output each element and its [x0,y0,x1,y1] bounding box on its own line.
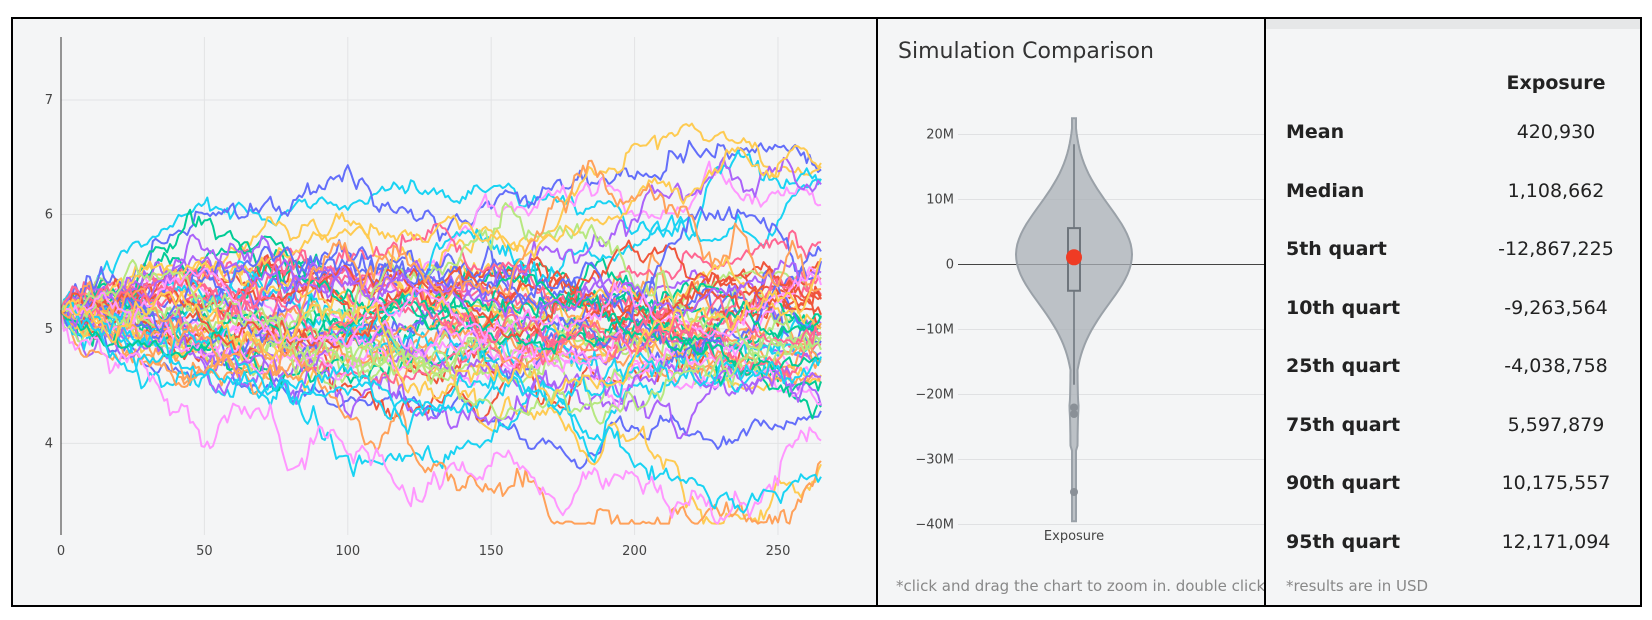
simulation-path [60,144,822,314]
stats-row: Median 1,108,662 [1286,162,1626,221]
y-tick-label: 10M [926,193,954,208]
y-tick-label: −10M [915,323,954,338]
stat-label: 25th quart [1286,355,1401,378]
simulation-paths-chart[interactable]: 0 50 100 150 200 250 4 5 6 7 [13,19,876,605]
y-tick-label: 5 [45,322,53,337]
median-marker [1066,249,1082,266]
simulation-path [60,273,822,359]
stat-label: Median [1286,179,1365,202]
simulation-path [60,156,822,313]
stats-row: 90th quart 10,175,557 [1286,454,1626,513]
exposure-column-header: Exposure [1506,72,1606,94]
stats-row: 75th quart 5,597,879 [1286,396,1626,455]
stat-label: Mean [1286,121,1345,144]
simulation-path [60,257,822,405]
y-tick-label: 0 [946,258,954,273]
chart-title: Simulation Comparison [898,39,1154,64]
simulation-path [60,308,822,525]
stats-row: 95th quart 12,171,094 [1286,513,1626,572]
stat-value: -9,263,564 [1504,296,1608,319]
simulation-path [60,267,822,349]
x-tick-label: 200 [622,544,647,559]
stat-value: 1,108,662 [1507,179,1605,202]
stat-value: -12,867,225 [1498,238,1614,261]
stat-value: 12,171,094 [1501,530,1611,553]
stats-header-row: Exposure [1286,63,1626,103]
outlier-point [1070,410,1078,418]
simulation-path [60,308,822,385]
zoom-hint: *click and drag the chart to zoom in. do… [896,577,1264,595]
y-tick-label: 6 [45,207,53,222]
x-tick-label: 100 [335,544,360,559]
simulation-path [60,245,822,359]
stat-label: 5th quart [1286,238,1387,261]
x-tick-label: 250 [766,544,791,559]
y-tick-label: 20M [926,128,954,143]
stat-label: 95th quart [1286,530,1401,553]
stats-row: 25th quart -4,038,758 [1286,337,1626,396]
simulation-path [60,261,822,373]
simulation-path [60,311,822,525]
stats-row: Mean 420,930 [1286,103,1626,162]
category-label: Exposure [1044,529,1104,544]
simulation-path [60,206,822,334]
simulation-path [60,301,822,514]
y-tick-label: −30M [915,453,954,468]
stat-value: 5,597,879 [1507,413,1605,436]
stat-value: -4,038,758 [1504,355,1608,378]
x-tick-label: 0 [57,544,65,559]
simulation-path [60,261,822,385]
stat-value: 10,175,557 [1501,472,1611,495]
stat-value: 420,930 [1516,121,1596,144]
x-tick-label: 150 [479,544,504,559]
stat-label: 10th quart [1286,296,1401,319]
stats-row: 5th quart -12,867,225 [1286,220,1626,279]
y-tick-label: −20M [915,388,954,403]
outlier-point [1070,403,1078,412]
stats-panel: Exposure Mean 420,930 Median 1,108,662 5th… [1264,17,1642,607]
stat-label: 75th quart [1286,413,1401,436]
simulation-path [60,259,822,425]
y-tick-label: 4 [45,436,53,451]
y-tick-label: −40M [915,518,954,533]
simulation-paths-panel: 0 50 100 150 200 250 4 5 6 7 [11,17,878,607]
x-tick-label: 50 [196,544,213,559]
outlier-point [1070,488,1078,496]
panel-header-bar [1266,19,1640,29]
stats-row: 10th quart -9,263,564 [1286,279,1626,338]
header-spacer [1286,63,1486,103]
stats-table: Exposure Mean 420,930 Median 1,108,662 5th… [1286,63,1626,571]
simulation-path [60,159,822,367]
simulation-path [60,139,822,333]
y-tick-label: 7 [45,93,53,108]
currency-note: *results are in USD [1286,577,1429,595]
simulation-path [60,256,822,338]
violin-panel: Simulation Comparison 20M 10M 0 −10M −20M −30… [876,17,1266,607]
violin-chart[interactable]: 20M 10M 0 −10M −20M −30M −40M Exposure [878,19,1264,559]
stat-label: 90th quart [1286,472,1401,495]
